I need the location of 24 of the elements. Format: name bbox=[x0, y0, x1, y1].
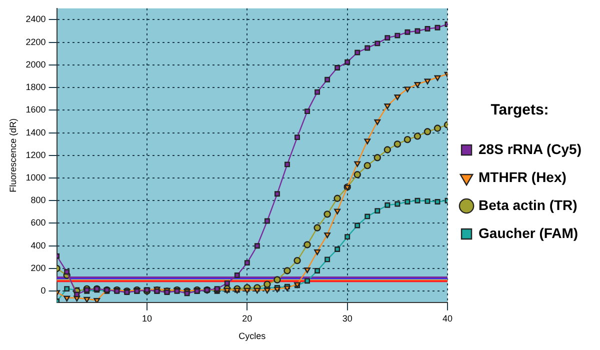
y-axis-title: Fluorescence (dR) bbox=[8, 118, 18, 192]
x-tick-label: 20 bbox=[242, 313, 252, 324]
y-tick-label: 2000 bbox=[26, 59, 46, 70]
y-tick-label: 600 bbox=[30, 218, 46, 228]
y-tick-label: 1000 bbox=[26, 172, 46, 182]
y-tick-label: 0 bbox=[40, 286, 46, 296]
x-tick-label: 30 bbox=[342, 313, 352, 324]
y-tick-label: 2400 bbox=[26, 14, 46, 24]
y-tick-label: 2200 bbox=[26, 36, 46, 47]
legend-title: Targets: bbox=[490, 102, 549, 119]
x-tick-label: 40 bbox=[442, 313, 453, 324]
y-tick-label: 1600 bbox=[26, 104, 46, 115]
x-tick-label: 10 bbox=[142, 313, 152, 324]
legend-label: 28S rRNA (Cy5) bbox=[478, 140, 582, 157]
y-tick-label: 800 bbox=[30, 195, 46, 206]
y-tick-label: 1400 bbox=[26, 127, 46, 138]
legend-label: Gaucher (FAM) bbox=[478, 224, 578, 241]
y-tick-label: 200 bbox=[30, 262, 46, 273]
y-tick-label: 400 bbox=[30, 240, 46, 250]
y-tick-label: 1200 bbox=[26, 150, 46, 160]
legend-label: MTHFR (Hex) bbox=[478, 168, 566, 185]
x-axis-title: Cycles bbox=[238, 331, 266, 342]
legend-label: Beta actin (TR) bbox=[478, 196, 578, 213]
y-tick-label: 1800 bbox=[26, 82, 46, 92]
